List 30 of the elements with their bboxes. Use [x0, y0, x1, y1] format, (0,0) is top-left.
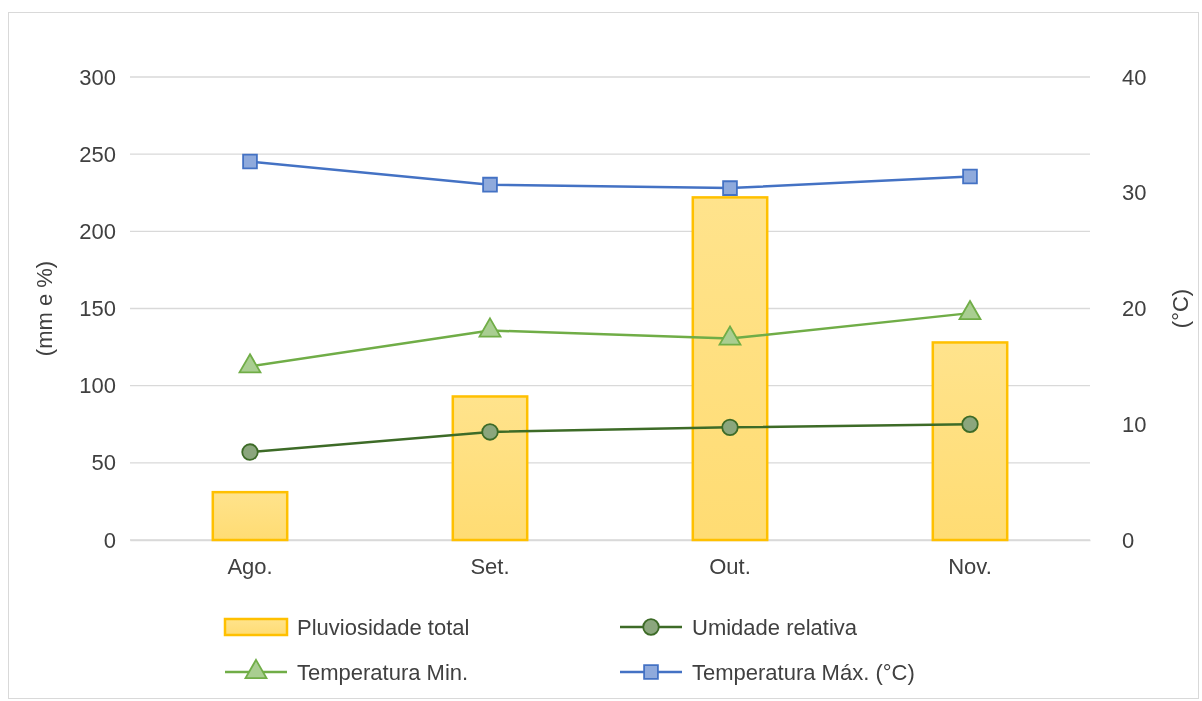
- y-axis-title: (mm e %): [32, 260, 57, 357]
- y-tick-label: 150: [79, 296, 116, 322]
- legend-label: Umidade relativa: [692, 614, 858, 640]
- legend-label: Temperatura Máx. (°C): [692, 659, 915, 685]
- point: [481, 423, 499, 441]
- y-tick-label: 50: [91, 450, 116, 476]
- y-tick-label: 100: [79, 373, 116, 399]
- y2-tick-label: 40: [1122, 64, 1147, 90]
- x-tick-label: Set.: [470, 553, 510, 579]
- point: [241, 443, 259, 461]
- bar: [211, 490, 289, 542]
- y2-tick-label: 10: [1122, 411, 1147, 437]
- legend-label: Pluviosidade total: [297, 614, 470, 640]
- y-tick-label: 300: [79, 64, 116, 90]
- y2-tick-label: 0: [1122, 527, 1135, 553]
- y-tick-label: 200: [79, 218, 116, 244]
- point: [961, 415, 979, 433]
- bar: [931, 341, 1009, 542]
- x-tick-label: Ago.: [227, 553, 273, 579]
- x-tick-label: Nov.: [948, 553, 992, 579]
- y-tick-label: 0: [103, 527, 116, 553]
- bar: [691, 196, 769, 542]
- y2-tick-label: 30: [1122, 180, 1147, 206]
- y2-axis-title: (°C): [1168, 288, 1193, 329]
- legend-label: Temperatura Min.: [297, 659, 469, 685]
- y-tick-label: 250: [79, 141, 116, 167]
- x-tick-label: Out.: [709, 553, 751, 579]
- point: [721, 418, 739, 436]
- bar: [451, 395, 529, 542]
- y2-tick-label: 20: [1122, 296, 1147, 322]
